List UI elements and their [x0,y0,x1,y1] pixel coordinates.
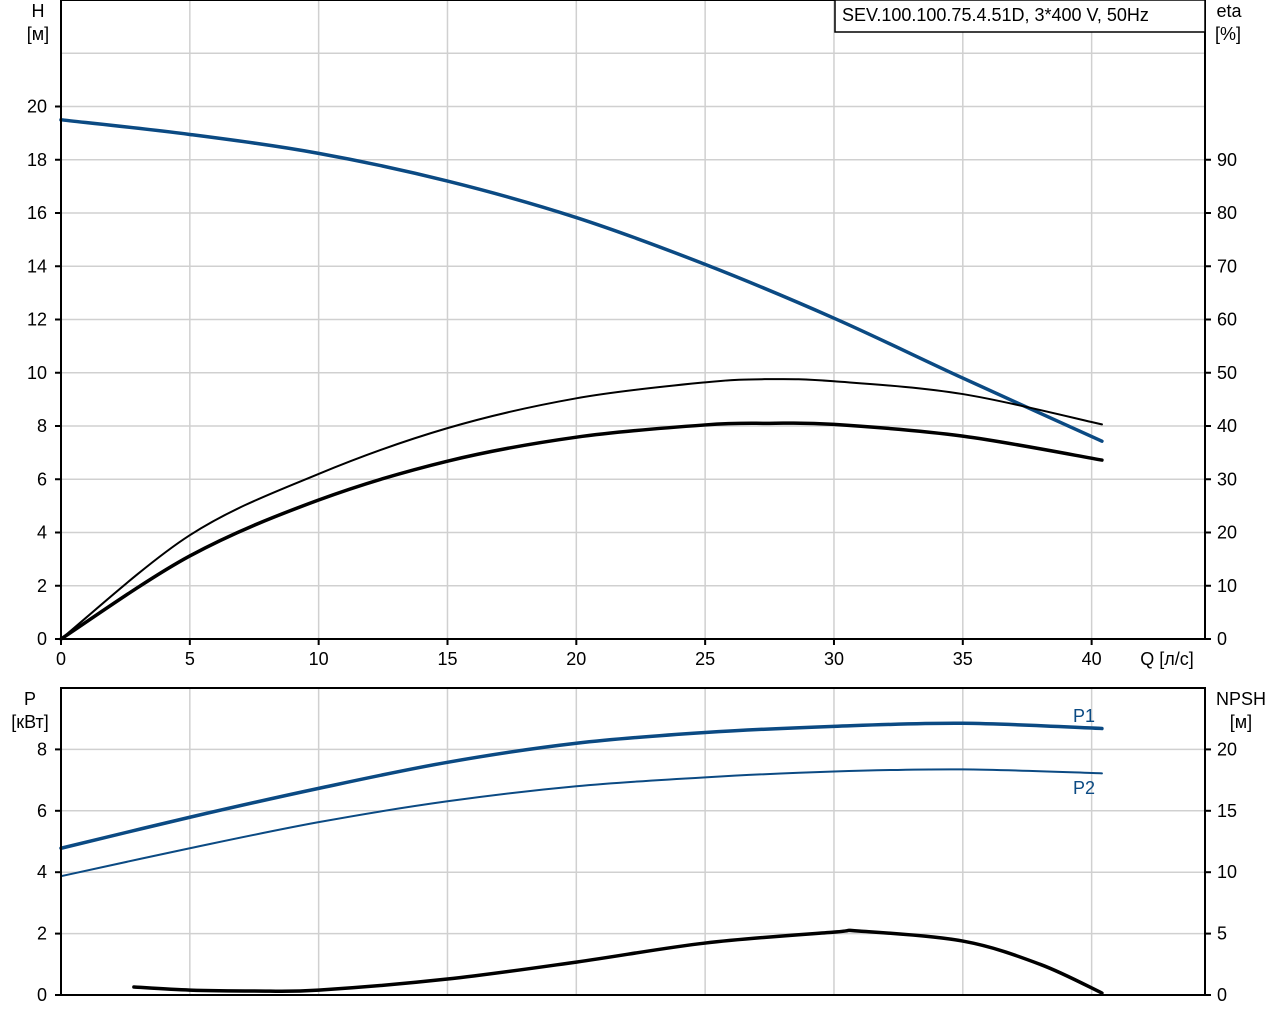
y-left-tick-label: 18 [27,150,47,170]
y-right-tick-label: 20 [1217,739,1237,759]
curve-p2 [60,768,1103,878]
p1-label: P1 [1073,706,1095,726]
p-axis-label: P [24,689,36,709]
x-tick-label: 20 [566,649,586,669]
y-left-tick-label: 8 [37,416,47,436]
x-tick-label: 30 [824,649,844,669]
h-axis-label: H [32,1,45,21]
y-left-tick-label: 6 [37,469,47,489]
title-box [834,0,1206,33]
x-tick-label: 35 [953,649,973,669]
x-tick-label: 15 [437,649,457,669]
labels: SEV.100.100.75.4.51D, 3*400 V, 50Hz H [м… [11,0,1266,798]
y-left-tick-label: 2 [37,924,47,944]
y-left-tick-label: 20 [27,97,47,117]
y-right-tick-label: 0 [1217,985,1227,1005]
h-axis-unit: [м] [27,24,49,44]
bottom-plot-frame [60,687,1206,996]
npsh-axis-label: NPSH [1216,689,1266,709]
y-right-tick-label: 40 [1217,416,1237,436]
total-efficiency-curve [59,421,1104,641]
top-chart-grid [61,0,1205,639]
npsh-curve [132,928,1104,995]
x-tick-label: 10 [309,649,329,669]
y-right-tick-label: 90 [1217,150,1237,170]
y-right-tick-label: 15 [1217,801,1237,821]
y-left-tick-label: 14 [27,256,47,276]
x-tick-label: 40 [1082,649,1102,669]
y-right-tick-label: 80 [1217,203,1237,223]
q-axis-label: Q [л/с] [1140,649,1194,669]
eta-axis-unit: [%] [1215,24,1241,44]
y-left-tick-label: 2 [37,576,47,596]
eta-axis-label: eta [1216,1,1242,21]
curves [59,118,1104,995]
y-right-tick-label: 50 [1217,363,1237,383]
y-left-tick-label: 0 [37,985,47,1005]
y-right-tick-label: 10 [1217,576,1237,596]
chart-title: SEV.100.100.75.4.51D, 3*400 V, 50Hz [842,5,1149,25]
y-left-tick-label: 6 [37,801,47,821]
y-left-tick-label: 12 [27,310,47,330]
x-tick-label: 5 [185,649,195,669]
y-left-tick-label: 4 [37,862,47,882]
y-left-tick-label: 16 [27,203,47,223]
y-right-tick-label: 10 [1217,862,1237,882]
y-left-tick-label: 0 [37,629,47,649]
bottom-chart-grid [61,688,1205,995]
y-right-tick-label: 0 [1217,629,1227,649]
npsh-axis-unit: [м] [1230,712,1252,732]
curve-p1 [59,721,1104,851]
y-right-tick-label: 70 [1217,256,1237,276]
x-tick-label: 0 [56,649,66,669]
p-axis-unit: [кВт] [11,712,49,732]
efficiency-curve [60,378,1103,640]
y-left-tick-label: 10 [27,363,47,383]
y-right-tick-label: 5 [1217,924,1227,944]
y-right-tick-label: 30 [1217,469,1237,489]
y-right-tick-label: 60 [1217,310,1237,330]
head-curve [59,118,1104,443]
p2-label: P2 [1073,778,1095,798]
y-left-tick-label: 8 [37,739,47,759]
x-tick-label: 25 [695,649,715,669]
y-left-tick-label: 4 [37,523,47,543]
y-right-tick-label: 20 [1217,523,1237,543]
